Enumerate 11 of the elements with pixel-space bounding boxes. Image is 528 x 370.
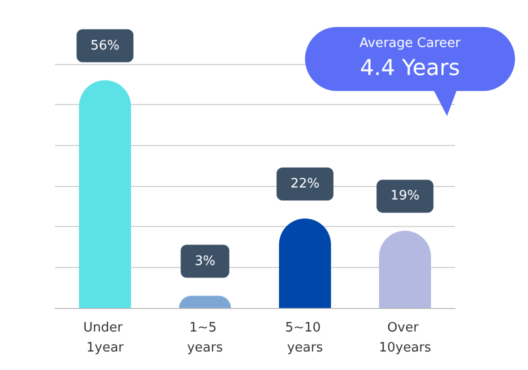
bar [279, 218, 331, 308]
annotation: 4.4 Years [358, 56, 462, 81]
x-tick-label: 1~5 years [187, 320, 224, 356]
data-label: 22% [290, 176, 320, 192]
data-label: 19% [390, 188, 420, 204]
data-label: 56% [90, 38, 120, 54]
x-tick-label: Over 10years [378, 320, 432, 356]
bar [79, 80, 131, 308]
x-tick-label: Under 1year [83, 320, 127, 356]
x-tick-label: 5~10 years [285, 320, 325, 356]
data-label: 3% [194, 254, 216, 269]
